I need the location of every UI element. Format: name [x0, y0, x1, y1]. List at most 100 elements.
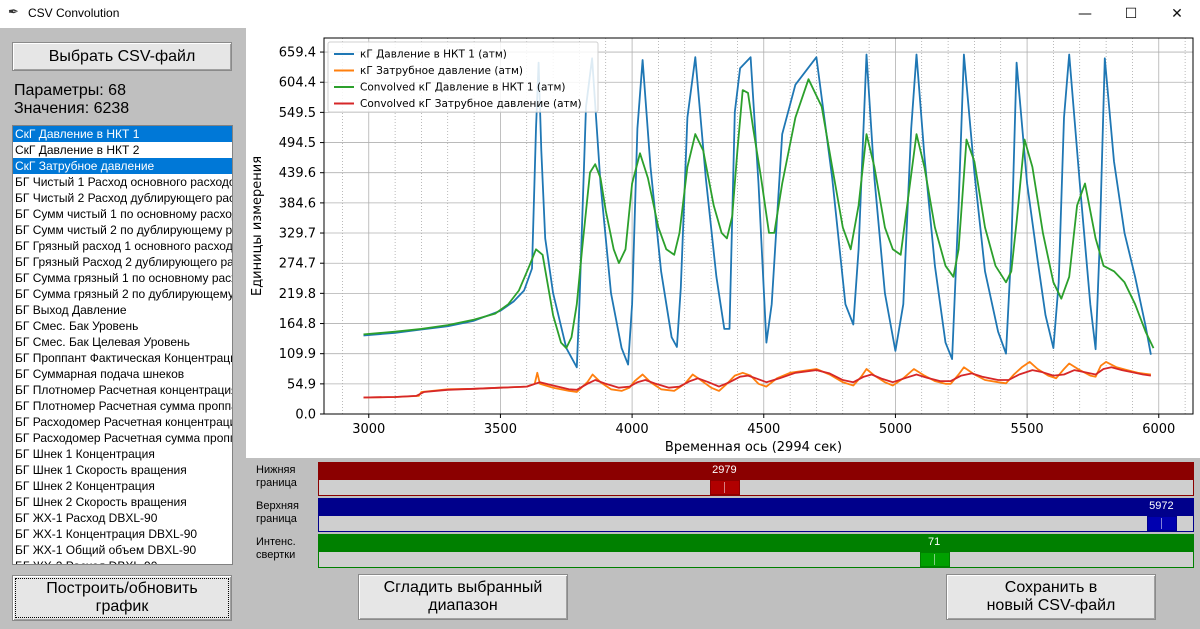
lower-bound-trough[interactable]	[318, 479, 1194, 496]
list-item[interactable]: БГ Смес. Бак Уровень	[15, 319, 139, 333]
list-item[interactable]: БГ ЖХ-1 Общий объем DBXL-90	[15, 543, 197, 557]
list-item[interactable]: БГ Шнек 1 Скорость вращения	[15, 463, 187, 477]
y-tick-label: 0.0	[295, 408, 316, 423]
smooth-button-line2: диапазон	[428, 597, 498, 614]
legend-label-2: Convolved кГ Давление в НКТ 1 (атм)	[360, 82, 566, 94]
title-bar: ✒ CSV Convolution — ☐ ✕	[0, 0, 1200, 28]
intensity-trough[interactable]	[318, 551, 1194, 568]
list-item[interactable]: БГ Шнек 2 Концентрация	[15, 479, 155, 493]
list-item[interactable]: СкГ Давление в НКТ 2	[15, 143, 140, 157]
legend-label-0: кГ Давление в НКТ 1 (атм)	[360, 49, 507, 61]
series-line-2	[363, 78, 1155, 349]
lower-label-line2: граница	[256, 477, 297, 489]
y-tick-label: 219.8	[279, 287, 316, 302]
list-item[interactable]: БГ ЖХ-2 Расход DBXL-90	[13, 558, 232, 564]
list-item[interactable]: БГ Сумма грязный 1 по основному расходом…	[15, 271, 232, 285]
upper-bound-thumb[interactable]	[1147, 516, 1178, 531]
upper-label-line1: Верхняя	[256, 500, 299, 512]
x-axis-label: Временная ось (2994 сек)	[665, 440, 842, 455]
close-button[interactable]: ✕	[1171, 6, 1183, 22]
y-tick-label: 329.7	[279, 227, 316, 242]
y-tick-label: 604.4	[279, 76, 316, 91]
list-item[interactable]: БГ Шнек 2 Скорость вращения	[15, 495, 187, 509]
save-button-line2: новый CSV-файл	[986, 597, 1116, 614]
plot-area: 3000 3500 4000 4500 5000 5500 6000 0.0 54.9 109.9…	[246, 28, 1200, 458]
y-tick-label: 549.5	[279, 106, 316, 121]
x-tick-label: 3500	[484, 422, 517, 437]
values-count: Значения: 6238	[14, 100, 130, 117]
upper-bound-slider[interactable]: 5972	[318, 498, 1194, 532]
intensity-label: Интенс. свертки	[256, 536, 296, 562]
build-button-line1: Построить/обновить	[46, 580, 198, 597]
lower-bound-thumb[interactable]	[710, 480, 741, 495]
y-tick-label: 274.7	[279, 257, 316, 272]
list-item[interactable]: БГ ЖХ-1 Концентрация DBXL-90	[15, 527, 198, 541]
legend-label-1: кГ Затрубное давление (атм)	[360, 65, 523, 77]
parameters-listbox[interactable]: СкГ Давление в НКТ 1 СкГ Давление в НКТ 2…	[12, 125, 233, 565]
lower-label-line1: Нижняя	[256, 464, 296, 476]
x-tick-label: 5000	[879, 422, 912, 437]
build-update-plot-button[interactable]: Построить/обновить график	[12, 575, 232, 621]
list-item[interactable]: БГ Шнек 1 Концентрация	[15, 447, 155, 461]
list-item[interactable]: БГ Плотномер Расчетная концентрация	[15, 383, 232, 397]
list-item[interactable]: БГ Выход Давление	[15, 303, 127, 317]
smooth-button-line1: Сгладить выбранный	[383, 579, 543, 596]
select-csv-button[interactable]: Выбрать CSV-файл	[12, 42, 232, 71]
x-tick-label: 4000	[616, 422, 649, 437]
list-item[interactable]: БГ Грязный расход 1 основного расходомер…	[15, 239, 232, 253]
x-tick-label: 4500	[747, 422, 780, 437]
save-button-line1: Сохранить в	[1004, 579, 1098, 596]
list-item[interactable]: БГ Сумм чистый 2 по дублирующему расходо…	[15, 223, 232, 237]
list-item[interactable]: БГ Расходомер Расчетная сумма проппанта	[15, 431, 232, 445]
y-tick-label: 494.5	[279, 136, 316, 151]
list-item[interactable]: БГ Смес. Бак Целевая Уровень	[15, 335, 190, 349]
list-item[interactable]: БГ ЖХ-1 Расход DBXL-90	[15, 511, 158, 525]
y-tick-label: 109.9	[279, 347, 316, 362]
list-item[interactable]: БГ Чистый 1 Расход основного расходом	[15, 175, 232, 189]
list-item[interactable]: СкГ Затрубное давление	[13, 158, 232, 174]
x-tick-label: 3000	[352, 422, 385, 437]
list-item[interactable]: БГ Расходомер Расчетная концентрация	[15, 415, 232, 429]
upper-bound-bar	[318, 498, 1194, 515]
upper-bound-trough[interactable]	[318, 515, 1194, 532]
legend-label-3: Convolved кГ Затрубное давление (атм)	[360, 98, 582, 110]
intensity-value: 71	[928, 536, 941, 548]
y-tick-label: 164.8	[279, 317, 316, 332]
legend-box	[327, 41, 599, 113]
lower-bound-bar	[318, 462, 1194, 479]
list-item[interactable]: БГ Чистый 2 Расход дублирующего расходом…	[15, 191, 232, 205]
feather-icon: ✒	[8, 5, 19, 20]
y-tick-label: 384.6	[279, 196, 316, 211]
list-item[interactable]: БГ Проппант Фактическая Концентрация	[15, 351, 232, 365]
params-count: Параметры: 68	[14, 82, 126, 99]
minimize-button[interactable]: —	[1078, 6, 1092, 22]
y-axis-label: Единицы измерения	[250, 156, 265, 296]
upper-bound-label: Верхняя граница	[256, 500, 299, 526]
list-item[interactable]: БГ Суммарная подача шнеков	[15, 367, 185, 381]
x-tick-label: 5500	[1011, 422, 1044, 437]
maximize-button[interactable]: ☐	[1124, 6, 1138, 22]
convolution-intensity-slider[interactable]: 71	[318, 534, 1194, 568]
list-item[interactable]: СкГ Давление в НКТ 1	[13, 126, 232, 142]
smooth-range-button[interactable]: Сгладить выбранный диапазон	[358, 574, 568, 620]
list-item[interactable]: БГ Грязный Расход 2 дублирующего расходо…	[15, 255, 232, 269]
list-item[interactable]: БГ Сумм чистый 1 по основному расходомер…	[15, 207, 232, 221]
series-line-3	[363, 366, 1152, 399]
line-chart: 3000 3500 4000 4500 5000 5500 6000 0.0 54.9 109.9…	[250, 37, 1194, 455]
intensity-bar	[318, 534, 1194, 551]
build-button-line2: график	[95, 598, 149, 615]
lower-bound-slider[interactable]: 2979	[318, 462, 1194, 496]
lower-bound-value: 2979	[712, 464, 737, 476]
intensity-thumb[interactable]	[920, 552, 951, 567]
list-item[interactable]: БГ Сумма грязный 2 по дублирующему расхо…	[15, 287, 232, 301]
upper-bound-value: 5972	[1149, 500, 1174, 512]
right-panel: 3000 3500 4000 4500 5000 5500 6000 0.0 54.9 109.9…	[246, 28, 1200, 629]
y-tick-label: 659.4	[279, 46, 316, 61]
window-title: CSV Convolution	[28, 6, 120, 20]
save-csv-button[interactable]: Сохранить в новый CSV-файл	[946, 574, 1156, 620]
lower-bound-label: Нижняя граница	[256, 464, 297, 490]
intensity-label-line1: Интенс.	[256, 536, 296, 548]
intensity-label-line2: свертки	[256, 549, 296, 561]
y-tick-label: 439.6	[279, 166, 316, 181]
list-item[interactable]: БГ Плотномер Расчетная сумма проппанта	[15, 399, 232, 413]
